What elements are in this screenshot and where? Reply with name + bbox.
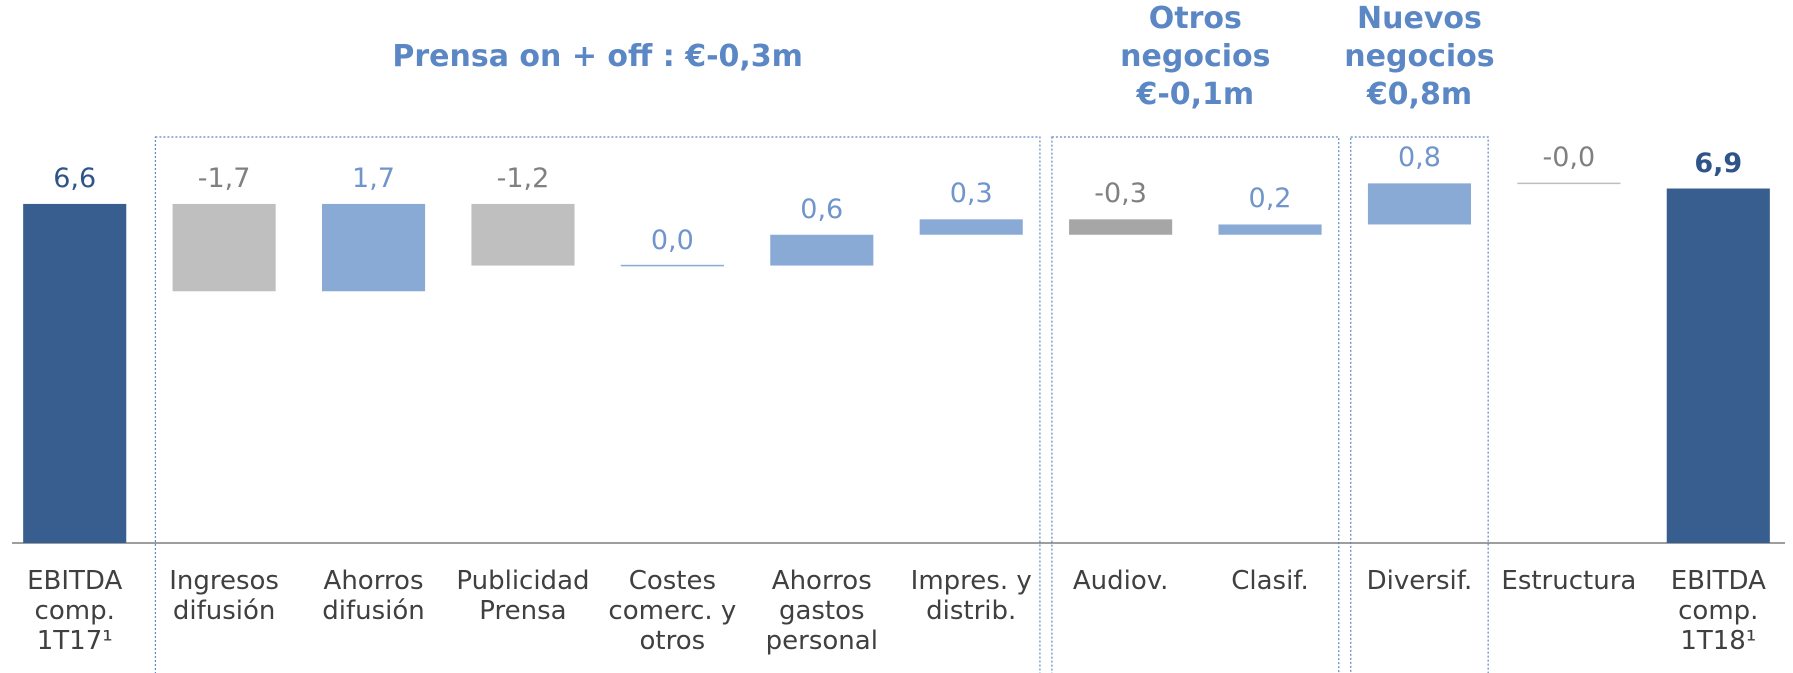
x-tick-label: Ahorros difusión [322, 566, 425, 626]
group-box [154, 136, 1041, 673]
bar [620, 264, 724, 267]
group-title: Otros [1148, 1, 1242, 36]
group-box [1350, 136, 1489, 673]
group-title: negocios [1120, 39, 1271, 74]
value-label: 6,6 [53, 162, 97, 194]
value-label: -0,0 [1542, 142, 1596, 174]
value-label: 0,3 [949, 178, 993, 210]
group-title: Prensa on + off : €-0,3m [392, 39, 803, 74]
x-tick-label: Costes comerc. y otros [608, 566, 737, 656]
value-label: -0,3 [1094, 178, 1147, 210]
x-tick-label: EBITDA comp. 1T17¹ [27, 566, 123, 656]
bar [23, 203, 127, 544]
group-title: Nuevos [1357, 1, 1482, 36]
x-tick-label: Ingresos difusión [169, 566, 279, 626]
group-box [1051, 136, 1340, 673]
x-tick-label: Ahorros gastos personal [765, 566, 878, 656]
value-label: -1,7 [197, 162, 251, 194]
bar [919, 219, 1023, 235]
x-tick-label: Audiov. [1072, 566, 1169, 596]
bar [770, 234, 874, 266]
group-title: negocios [1344, 39, 1495, 74]
x-tick-label: Clasif. [1231, 566, 1309, 596]
value-label: 6,9 [1694, 147, 1743, 179]
value-label: 1,7 [352, 162, 395, 194]
group-title: €-0,1m [1136, 77, 1255, 112]
value-label: -1,2 [496, 162, 550, 194]
x-tick-label: Diversif. [1366, 566, 1473, 596]
bar [172, 203, 276, 292]
x-tick-label: EBITDA comp. 1T18¹ [1670, 566, 1766, 656]
x-tick-label: Estructura [1501, 566, 1637, 596]
x-tick-label: Publicidad Prensa [456, 566, 590, 626]
group-title: €0,8m [1366, 77, 1473, 112]
bar [1218, 224, 1322, 235]
bar [321, 203, 426, 292]
bar [1666, 188, 1770, 543]
value-label: 0,2 [1248, 183, 1292, 215]
x-tick-label: Impres. y distrib. [910, 566, 1032, 626]
value-label: 0,0 [650, 224, 694, 256]
bar [471, 203, 575, 266]
value-label: 0,8 [1397, 142, 1441, 174]
value-label: 0,6 [800, 193, 844, 225]
bar [1367, 183, 1472, 225]
bar [1069, 219, 1173, 235]
bar [1517, 182, 1621, 185]
